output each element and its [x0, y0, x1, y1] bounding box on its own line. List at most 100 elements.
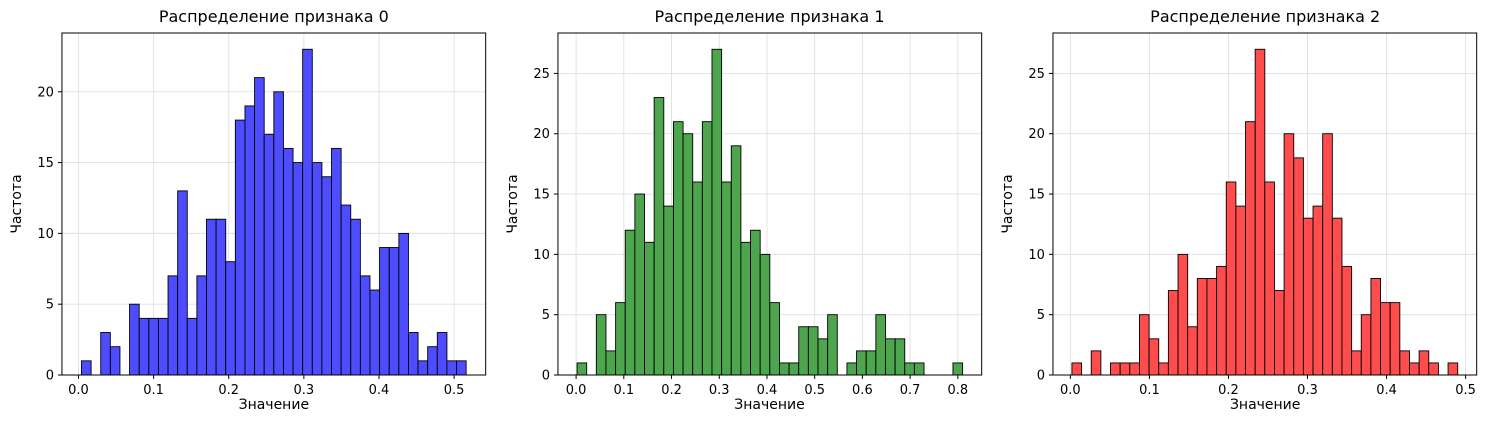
histogram-bar — [1226, 181, 1237, 376]
histogram-bar — [177, 190, 188, 376]
histogram-bar — [653, 97, 664, 376]
histogram-bar — [1187, 326, 1199, 376]
histogram-bar — [855, 350, 867, 376]
histogram-bar — [1361, 314, 1372, 376]
histogram-bar — [1341, 265, 1353, 376]
histogram-bar — [1322, 133, 1334, 376]
histogram-bar — [1419, 350, 1430, 376]
x-tick-label: 0.1 — [1139, 383, 1160, 398]
x-tick-label: 0.3 — [1298, 383, 1319, 398]
histogram-bar — [663, 205, 674, 376]
histogram-bar — [846, 362, 857, 376]
histogram-bar — [1264, 181, 1276, 376]
x-tick-label: 0.8 — [947, 383, 968, 398]
histogram-bar — [691, 181, 703, 376]
histogram-bar — [81, 360, 92, 376]
x-tick-label: 0.0 — [565, 383, 586, 398]
x-tick-label: 0.2 — [661, 383, 682, 398]
histogram-bar — [807, 326, 819, 376]
histogram-bar — [254, 77, 265, 376]
histogram-bar — [1235, 205, 1247, 376]
histogram-bar — [634, 193, 645, 376]
x-tick-label: 0.2 — [218, 383, 239, 398]
histogram-bar — [263, 133, 275, 376]
x-tick-label: 0.0 — [1060, 383, 1081, 398]
y-tick-label: 25 — [533, 67, 550, 82]
histogram-bar — [1399, 350, 1411, 376]
histogram-bar — [321, 176, 332, 376]
histogram-bar — [1148, 338, 1160, 376]
histogram-bar — [1206, 278, 1218, 376]
histogram-bar — [1129, 362, 1141, 376]
histogram-bar — [1091, 350, 1102, 376]
y-tick-label: 15 — [1029, 188, 1046, 203]
histogram-bar — [1139, 314, 1150, 376]
histogram-figure-1: 0.0 0.1 0.2 0.3 0.4 0.5 0.6 0.7 0.8 0 5 10 15 20 25 Ра… — [495, 0, 992, 429]
histogram-bar — [1110, 362, 1121, 376]
histogram-bar — [388, 247, 400, 376]
histogram-bar — [1197, 278, 1208, 376]
histogram-bar — [903, 362, 915, 376]
histogram-bar — [427, 346, 438, 376]
histogram-bar — [826, 314, 838, 376]
y-tick-label: 0 — [46, 368, 54, 383]
histogram-bar — [894, 338, 905, 376]
histogram-bar — [340, 204, 352, 376]
y-tick-label: 10 — [1029, 248, 1046, 263]
histogram-bar — [875, 314, 886, 376]
x-tick-label: 0.3 — [294, 383, 315, 398]
x-tick-label: 0.4 — [1377, 383, 1398, 398]
histogram-bar — [1428, 362, 1440, 376]
histogram-bar — [282, 147, 294, 376]
histogram-plot-2: 0.0 0.1 0.2 0.3 0.4 0.5 0 5 10 15 20 25 — [1029, 32, 1478, 398]
histogram-bar — [196, 275, 207, 376]
x-tick-label: 0.6 — [852, 383, 873, 398]
histogram-bar — [1274, 290, 1285, 376]
histogram-bar — [1216, 265, 1228, 376]
y-tick-label: 10 — [37, 227, 54, 242]
histogram-bar — [292, 162, 304, 376]
histogram-bar — [682, 133, 693, 376]
x-axis-label-2: Значение — [1229, 397, 1301, 413]
histogram-bar — [167, 275, 179, 376]
histogram-bar — [157, 317, 169, 376]
histogram-bar — [273, 91, 284, 376]
histogram-bar — [913, 362, 925, 376]
histogram-bar — [759, 253, 770, 376]
histogram-bar — [605, 350, 616, 376]
histogram-bar — [1447, 362, 1459, 376]
y-axis-label-0: Частота — [9, 174, 25, 234]
histogram-bar — [778, 362, 790, 376]
x-tick-label: 0.3 — [709, 383, 730, 398]
x-tick-label: 0.5 — [804, 383, 825, 398]
y-tick-label: 20 — [533, 127, 550, 142]
histogram-bar — [359, 275, 371, 376]
histogram-bar — [311, 162, 323, 376]
y-tick-label: 15 — [533, 188, 550, 203]
histogram-bar — [446, 360, 457, 376]
histogram-bar — [225, 261, 236, 376]
y-tick-label: 0 — [1037, 368, 1045, 383]
histogram-bar — [244, 105, 256, 376]
histogram-bar — [1158, 362, 1170, 376]
histogram-bar — [1255, 48, 1266, 376]
histogram-bar — [884, 338, 896, 376]
histogram-bar — [576, 362, 587, 376]
x-tick-label: 0.0 — [68, 383, 89, 398]
histogram-bar — [379, 247, 390, 376]
x-axis-label-0: Значение — [238, 397, 310, 413]
y-tick-label: 5 — [541, 308, 549, 323]
x-tick-label: 0.4 — [756, 383, 777, 398]
histogram-bar — [643, 241, 655, 376]
histogram-bar — [817, 338, 828, 376]
histogram-bar — [614, 302, 626, 376]
histogram-bar — [417, 360, 429, 376]
x-tick-label: 0.4 — [369, 383, 390, 398]
histogram-bar — [749, 229, 761, 376]
histogram-bar — [1303, 217, 1314, 376]
histogram-bar — [186, 317, 198, 376]
histogram-bar — [1071, 362, 1083, 376]
y-tick-label: 0 — [541, 368, 549, 383]
histogram-bar — [1120, 362, 1131, 376]
histogram-bar — [1177, 253, 1189, 376]
